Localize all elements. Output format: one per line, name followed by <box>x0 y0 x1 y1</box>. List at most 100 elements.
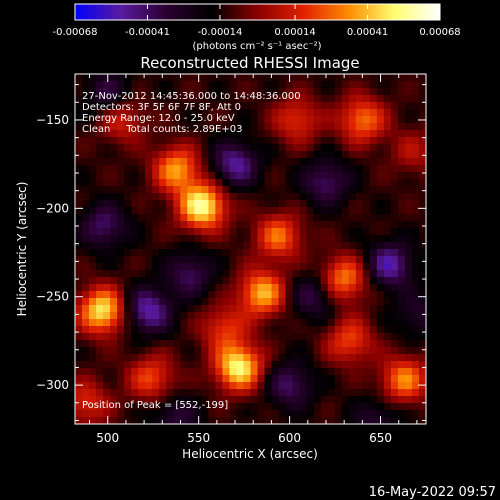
heatmap-cell <box>201 144 209 152</box>
heatmap-cell <box>229 109 238 117</box>
heatmap-cell <box>236 179 245 187</box>
heatmap-cell <box>138 256 146 264</box>
heatmap-cell <box>222 74 231 82</box>
heatmap-cell <box>411 277 420 285</box>
heatmap-cell <box>201 368 209 376</box>
heatmap-cell <box>201 95 209 103</box>
heatmap-cell <box>201 256 209 264</box>
heatmap-cell <box>341 172 350 180</box>
heatmap-cell <box>313 137 322 145</box>
heatmap-cell <box>306 333 315 341</box>
heatmap-cell <box>355 88 364 96</box>
heatmap-cell <box>159 256 167 264</box>
heatmap-cell <box>299 333 308 341</box>
heatmap-cell <box>173 291 181 299</box>
heatmap-cell <box>355 305 364 313</box>
heatmap-cell <box>194 298 202 306</box>
heatmap-cell <box>327 368 336 376</box>
heatmap-cell <box>194 410 202 418</box>
heatmap-cell <box>229 361 238 369</box>
heatmap-cell <box>355 396 364 404</box>
heatmap-cell <box>264 235 273 243</box>
heatmap-cell <box>138 200 146 208</box>
heatmap-cell <box>215 186 224 194</box>
heatmap-cell <box>313 368 322 376</box>
heatmap-cell <box>299 319 308 327</box>
heatmap-cell <box>173 151 181 159</box>
heatmap-cell <box>313 235 322 243</box>
heatmap-cell <box>166 389 174 397</box>
heatmap-cell <box>89 102 97 110</box>
heatmap-cell <box>82 347 90 355</box>
heatmap-cell <box>285 123 294 131</box>
heatmap-cell <box>243 102 252 110</box>
heatmap-cell <box>201 109 209 117</box>
heatmap-cell <box>138 270 146 278</box>
heatmap-cell <box>320 158 329 166</box>
heatmap-cell <box>159 151 167 159</box>
heatmap-cell <box>117 172 125 180</box>
heatmap-cell <box>320 382 329 390</box>
heatmap-cell <box>250 305 259 313</box>
heatmap-cell <box>138 186 146 194</box>
heatmap-cell <box>355 347 364 355</box>
heatmap-cell <box>411 95 420 103</box>
heatmap-cell <box>278 277 287 285</box>
heatmap-cell <box>89 319 97 327</box>
heatmap-cell <box>369 347 378 355</box>
heatmap-cell <box>327 375 336 383</box>
heatmap-cell <box>117 396 125 404</box>
heatmap-cell <box>299 172 308 180</box>
heatmap-cell <box>250 284 259 292</box>
heatmap-cell <box>194 137 202 145</box>
heatmap-cell <box>257 249 266 257</box>
heatmap-cell <box>103 81 111 89</box>
heatmap-cell <box>159 312 167 320</box>
heatmap-cell <box>250 417 259 424</box>
heatmap-cell <box>117 186 125 194</box>
heatmap-cell <box>278 235 287 243</box>
heatmap-cell <box>159 263 167 271</box>
heatmap-cell <box>187 179 195 187</box>
heatmap-cell <box>131 95 139 103</box>
heatmap-cell <box>383 221 392 229</box>
heatmap-cell <box>180 81 188 89</box>
heatmap-cell <box>236 298 245 306</box>
heatmap-cell <box>285 347 294 355</box>
heatmap-cell <box>264 221 273 229</box>
heatmap-cell <box>369 193 378 201</box>
heatmap-cell <box>75 319 83 327</box>
heatmap-cell <box>397 158 406 166</box>
heatmap-cell <box>194 403 202 411</box>
heatmap-cell <box>418 74 426 82</box>
heatmap-cell <box>131 403 139 411</box>
heatmap-cell <box>152 347 160 355</box>
heatmap-cell <box>376 277 385 285</box>
heatmap-cell <box>110 291 118 299</box>
heatmap-cell <box>376 207 385 215</box>
heatmap-cell <box>383 193 392 201</box>
heatmap-cell <box>173 130 181 138</box>
heatmap-cell <box>390 256 399 264</box>
heatmap-cell <box>390 389 399 397</box>
heatmap-cell <box>306 354 315 362</box>
heatmap-cell <box>243 214 252 222</box>
heatmap-cell <box>278 214 287 222</box>
heatmap-cell <box>362 221 371 229</box>
heatmap-cell <box>117 333 125 341</box>
heatmap-cell <box>285 277 294 285</box>
heatmap-cell <box>299 389 308 397</box>
heatmap-cell <box>229 123 238 131</box>
heatmap-cell <box>201 410 209 418</box>
heatmap-cell <box>187 396 195 404</box>
heatmap-cell <box>124 340 132 348</box>
heatmap-cell <box>110 242 118 250</box>
heatmap-cell <box>166 137 174 145</box>
heatmap-cell <box>145 410 153 418</box>
heatmap-cell <box>124 319 132 327</box>
heatmap-cell <box>306 186 315 194</box>
heatmap-cell <box>208 382 216 390</box>
heatmap-cell <box>404 277 413 285</box>
heatmap-cell <box>89 228 97 236</box>
heatmap-cell <box>362 396 371 404</box>
